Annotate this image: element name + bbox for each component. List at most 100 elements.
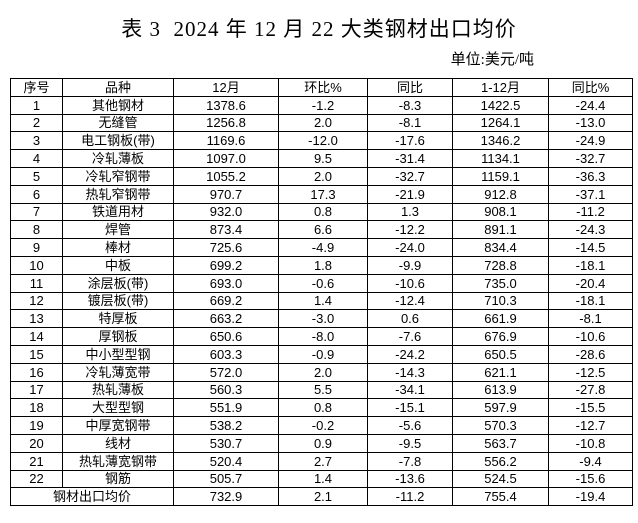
cell-yoy: 0.6 — [367, 309, 453, 329]
page-title: 表 3 2024 年 12 月 22 大类钢材出口均价 — [121, 17, 517, 41]
cell-jan_dec: 710.3 — [452, 291, 549, 311]
cell-yoy: -12.4 — [367, 291, 453, 311]
cell-yoy_pct: -12.5 — [548, 362, 633, 382]
cell-jan_dec: 735.0 — [452, 273, 549, 293]
cell-index: 20 — [10, 433, 63, 453]
footer-cell-jan_dec: 755.4 — [452, 487, 549, 507]
header-cell-mom_pct: 环比% — [278, 78, 368, 97]
cell-mom_pct: 0.9 — [278, 433, 368, 453]
steel-export-price-table: 序号 品种 12月 环比% 同比 1-12月 同比% 1 其他钢材 1378.6 -1.2 -8.3… — [10, 78, 633, 507]
cell-yoy: -24.0 — [367, 238, 453, 257]
cell-dec: 520.4 — [173, 451, 279, 471]
cell-jan_dec: 650.5 — [452, 344, 549, 364]
cell-index: 7 — [10, 202, 63, 222]
cell-dec: 873.4 — [173, 220, 279, 240]
header-cell-yoy: 同比 — [367, 78, 453, 97]
cell-dec: 551.9 — [173, 398, 279, 418]
cell-yoy: -12.2 — [367, 220, 453, 240]
cell-yoy_pct: -24.3 — [548, 220, 633, 240]
cell-mom_pct: 1.8 — [278, 255, 368, 275]
cell-variety: 大型型钢 — [62, 398, 174, 418]
cell-mom_pct: -4.9 — [278, 238, 368, 257]
header-cell-yoy_pct: 同比% — [548, 78, 633, 97]
cell-variety: 热轧薄宽钢带 — [62, 451, 174, 471]
cell-jan_dec: 1346.2 — [452, 131, 549, 151]
cell-index: 4 — [10, 149, 63, 168]
cell-dec: 560.3 — [173, 380, 279, 400]
table-row: 12 镀层板(带) 669.2 1.4 -12.4 710.3 -18.1 — [10, 291, 633, 311]
cell-jan_dec: 563.7 — [452, 433, 549, 453]
cell-variety: 中板 — [62, 255, 174, 275]
cell-yoy_pct: -18.1 — [548, 291, 633, 311]
cell-yoy: -34.1 — [367, 380, 453, 400]
cell-dec: 663.2 — [173, 309, 279, 329]
table-row: 11 涂层板(带) 693.0 -0.6 -10.6 735.0 -20.4 — [10, 273, 633, 293]
header-cell-variety: 品种 — [62, 78, 174, 97]
cell-mom_pct: 2.0 — [278, 166, 368, 186]
cell-dec: 530.7 — [173, 433, 279, 453]
cell-jan_dec: 834.4 — [452, 238, 549, 257]
cell-mom_pct: -8.0 — [278, 327, 368, 346]
cell-jan_dec: 613.9 — [452, 380, 549, 400]
cell-mom_pct: 6.6 — [278, 220, 368, 240]
cell-mom_pct: 2.0 — [278, 113, 368, 133]
cell-mom_pct: -1.2 — [278, 95, 368, 115]
footer-cell-mom_pct: 2.1 — [278, 487, 368, 507]
cell-yoy_pct: -27.8 — [548, 380, 633, 400]
cell-jan_dec: 1159.1 — [452, 166, 549, 186]
footer-cell-yoy: -11.2 — [367, 487, 453, 507]
cell-jan_dec: 728.8 — [452, 255, 549, 275]
cell-yoy: -15.1 — [367, 398, 453, 418]
cell-jan_dec: 1134.1 — [452, 149, 549, 168]
table-row: 10 中板 699.2 1.8 -9.9 728.8 -18.1 — [10, 255, 633, 275]
cell-yoy_pct: -37.1 — [548, 184, 633, 204]
footer-cell-yoy_pct: -19.4 — [548, 487, 633, 507]
cell-dec: 1169.6 — [173, 131, 279, 151]
cell-dec: 572.0 — [173, 362, 279, 382]
cell-mom_pct: 9.5 — [278, 149, 368, 168]
cell-variety: 铁道用材 — [62, 202, 174, 222]
cell-yoy: -17.6 — [367, 131, 453, 151]
cell-yoy: -7.8 — [367, 451, 453, 471]
cell-index: 6 — [10, 184, 63, 204]
cell-yoy_pct: -28.6 — [548, 344, 633, 364]
table-row: 1 其他钢材 1378.6 -1.2 -8.3 1422.5 -24.4 — [10, 95, 633, 115]
table-row: 5 冷轧窄钢带 1055.2 2.0 -32.7 1159.1 -36.3 — [10, 166, 633, 186]
cell-yoy_pct: -24.9 — [548, 131, 633, 151]
table-footer-row: 钢材出口均价 732.9 2.1 -11.2 755.4 -19.4 — [10, 487, 633, 507]
cell-yoy_pct: -20.4 — [548, 273, 633, 293]
cell-yoy_pct: -15.6 — [548, 469, 633, 489]
cell-mom_pct: 1.4 — [278, 469, 368, 489]
cell-yoy: -32.7 — [367, 166, 453, 186]
table-row: 14 厚钢板 650.6 -8.0 -7.6 676.9 -10.6 — [10, 327, 633, 346]
table-row: 22 钢筋 505.7 1.4 -13.6 524.5 -15.6 — [10, 469, 633, 489]
table-row: 2 无缝管 1256.8 2.0 -8.1 1264.1 -13.0 — [10, 113, 633, 133]
cell-index: 12 — [10, 291, 63, 311]
cell-mom_pct: 0.8 — [278, 202, 368, 222]
table-row: 3 电工钢板(带) 1169.6 -12.0 -17.6 1346.2 -24.9 — [10, 131, 633, 151]
cell-yoy: -31.4 — [367, 149, 453, 168]
cell-yoy_pct: -10.8 — [548, 433, 633, 453]
cell-jan_dec: 524.5 — [452, 469, 549, 489]
cell-dec: 932.0 — [173, 202, 279, 222]
cell-yoy: -8.3 — [367, 95, 453, 115]
cell-yoy_pct: -36.3 — [548, 166, 633, 186]
cell-index: 3 — [10, 131, 63, 151]
cell-dec: 505.7 — [173, 469, 279, 489]
cell-variety: 焊管 — [62, 220, 174, 240]
cell-yoy: -9.9 — [367, 255, 453, 275]
cell-variety: 镀层板(带) — [62, 291, 174, 311]
table-row: 15 中小型型钢 603.3 -0.9 -24.2 650.5 -28.6 — [10, 344, 633, 364]
cell-yoy_pct: -9.4 — [548, 451, 633, 471]
cell-index: 8 — [10, 220, 63, 240]
cell-dec: 1256.8 — [173, 113, 279, 133]
cell-jan_dec: 556.2 — [452, 451, 549, 471]
cell-mom_pct: 0.8 — [278, 398, 368, 418]
cell-mom_pct: 17.3 — [278, 184, 368, 204]
table-row: 7 铁道用材 932.0 0.8 1.3 908.1 -11.2 — [10, 202, 633, 222]
footer-cell-dec: 732.9 — [173, 487, 279, 507]
cell-dec: 693.0 — [173, 273, 279, 293]
table-row: 21 热轧薄宽钢带 520.4 2.7 -7.8 556.2 -9.4 — [10, 451, 633, 471]
header-cell-dec: 12月 — [173, 78, 279, 97]
